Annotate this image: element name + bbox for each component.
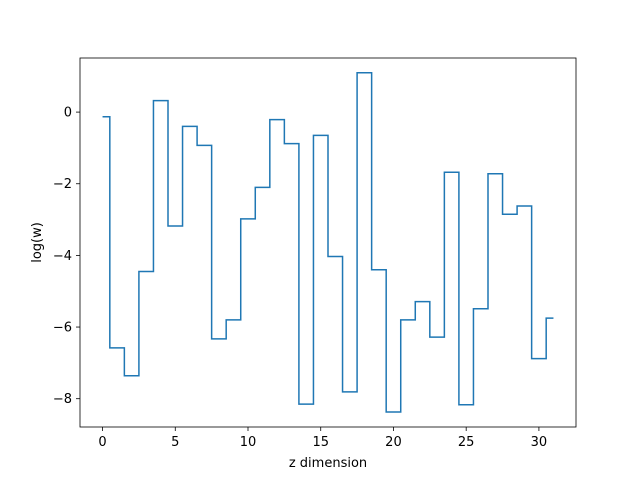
x-axis: 0 5 10 15 20 25 30 <box>98 427 547 450</box>
x-tick-label: 15 <box>312 435 329 450</box>
series-line <box>102 71 554 413</box>
y-axis-label: log(w) <box>30 222 45 263</box>
x-tick-label: 20 <box>385 435 402 450</box>
x-tick-label: 0 <box>98 435 106 450</box>
y-tick-label: −2 <box>53 177 72 192</box>
x-axis-label: z dimension <box>289 456 367 471</box>
x-tick-label: 10 <box>240 435 257 450</box>
y-tick-label: 0 <box>64 106 72 121</box>
x-tick-label: 25 <box>458 435 475 450</box>
y-tick-label: −8 <box>53 392 72 407</box>
y-tick-label: −4 <box>53 249 72 264</box>
axes-frame <box>79 57 577 428</box>
y-tick-label: −6 <box>53 321 72 336</box>
y-axis: −8 −6 −4 −2 0 <box>53 106 80 407</box>
plot-area <box>102 71 554 413</box>
x-tick-label: 5 <box>171 435 179 450</box>
x-tick-label: 30 <box>531 435 548 450</box>
